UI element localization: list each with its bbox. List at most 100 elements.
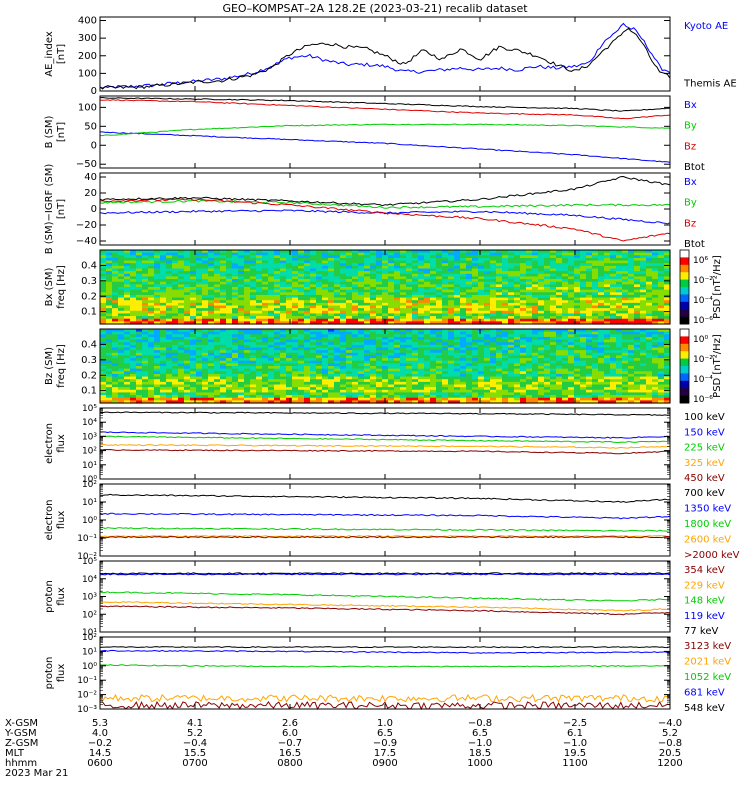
y-axis-bx_spec: 0.10.20.30.4: [81, 250, 671, 324]
spectrogram-cell: [604, 276, 611, 280]
spectrogram-cell: [226, 389, 233, 394]
spectrogram-cell: [292, 255, 299, 259]
spectrogram-cell: [196, 368, 203, 372]
spectrogram-cell: [172, 368, 179, 372]
spectrogram-cell: [556, 355, 563, 359]
spectrogram-cell: [328, 318, 335, 322]
spectrogram-cell: [526, 268, 533, 272]
spectrogram-cell: [280, 316, 287, 320]
spectrogram-cell: [346, 360, 353, 364]
spectrogram-cell: [568, 287, 575, 291]
spectrogram-cell: [286, 355, 293, 359]
spectrogram-cell: [148, 371, 155, 375]
spectrogram-cell: [640, 271, 647, 275]
spectrogram-cell: [496, 250, 503, 254]
spectrogram-cell: [478, 387, 485, 391]
spectrogram-cell: [472, 281, 479, 285]
spectrogram-cell: [478, 276, 485, 280]
spectrogram-cell: [448, 273, 455, 278]
spectrogram-cell: [142, 342, 149, 346]
spectrogram-cell: [298, 321, 305, 325]
spectrogram-cell: [382, 316, 389, 320]
spectrogram-cell: [520, 268, 527, 272]
spectrogram-cell: [250, 381, 257, 386]
spectrogram-cell: [526, 376, 533, 380]
spectrogram-cell: [130, 273, 137, 278]
spectrogram-cell: [256, 339, 263, 343]
spectrogram-cell: [358, 339, 365, 343]
spectrogram-cell: [208, 363, 215, 367]
spectrogram-cell: [466, 334, 473, 338]
spectrogram-cell: [376, 250, 383, 254]
spectrogram-cell: [136, 265, 143, 270]
spectrogram-cell: [310, 329, 317, 333]
spectrogram-cell: [544, 260, 551, 264]
spectrogram-cell: [652, 305, 659, 309]
spectrogram-cell: [292, 360, 299, 364]
spectrogram-cell: [118, 273, 125, 278]
spectrogram-cell: [388, 310, 395, 315]
spectrogram-cell: [280, 397, 287, 401]
spectrogram-cell: [274, 255, 281, 259]
spectrogram-cell: [466, 347, 473, 351]
spectrogram-cell: [424, 384, 431, 388]
spectrogram-cell: [322, 339, 329, 343]
spectrogram-cell: [142, 279, 149, 283]
spectrogram-cell: [190, 342, 197, 346]
spectrogram-cell: [286, 329, 293, 333]
spectrogram-cell: [634, 271, 641, 275]
spectrogram-cell: [544, 276, 551, 280]
spectrogram-cell: [160, 389, 167, 394]
spectrogram-cell: [112, 334, 119, 338]
spectrogram-cell: [340, 355, 347, 359]
spectrogram-cell: [250, 376, 257, 380]
spectrogram-cell: [166, 300, 173, 304]
spectrogram-cell: [340, 376, 347, 380]
spectrogram-cell: [418, 316, 425, 320]
spectrogram-cell: [142, 316, 149, 320]
spectrogram-cell: [604, 271, 611, 275]
spectrogram-cell: [550, 313, 557, 317]
spectrogram-cell: [274, 310, 281, 315]
spectrogram-cell: [454, 287, 461, 291]
spectrogram-cell: [406, 260, 413, 264]
spectrogram-cell: [538, 376, 545, 380]
spectrogram-cell: [298, 384, 305, 388]
spectrogram-cell: [592, 276, 599, 280]
spectrogram-cell: [310, 366, 317, 370]
spectrogram-cell: [382, 265, 389, 270]
spectrogram-cell: [610, 292, 617, 296]
spectrogram-cell: [484, 344, 491, 349]
spectrogram-cell: [226, 281, 233, 285]
spectrogram-cell: [238, 379, 245, 383]
spectrogram-cell: [226, 379, 233, 383]
spectrogram-cell: [646, 300, 653, 304]
spectrogram-cell: [208, 334, 215, 338]
spectrogram-cell: [238, 329, 245, 333]
spectrogram-cell: [250, 284, 257, 288]
spectrogram-cell: [160, 265, 167, 270]
spectrogram-cell: [244, 344, 251, 349]
y-axis-label: AE_index: [44, 31, 55, 77]
spectrogram-cell: [532, 363, 539, 367]
spectrogram-cell: [412, 313, 419, 317]
spectrogram-cell: [100, 392, 107, 396]
spectrogram-cell: [580, 273, 587, 278]
spectrogram-cell: [466, 342, 473, 346]
spectrogram-cell: [502, 397, 509, 401]
spectrogram-cell: [160, 279, 167, 283]
spectrogram-cell: [502, 347, 509, 351]
spectrogram-cell: [454, 252, 461, 256]
spectrogram-cell: [316, 358, 323, 362]
spectrogram-cell: [256, 350, 263, 354]
spectrogram-cell: [286, 305, 293, 309]
spectrogram-cell: [484, 313, 491, 317]
spectrogram-cell: [418, 276, 425, 280]
spectrogram-cell: [298, 305, 305, 309]
spectrogram-cell: [100, 387, 107, 391]
spectrogram-cell: [388, 358, 395, 362]
spectrogram-cell: [112, 400, 119, 404]
spectrogram-cell: [436, 284, 443, 288]
spectrogram-cell: [172, 334, 179, 338]
spectrogram-cell: [538, 389, 545, 394]
